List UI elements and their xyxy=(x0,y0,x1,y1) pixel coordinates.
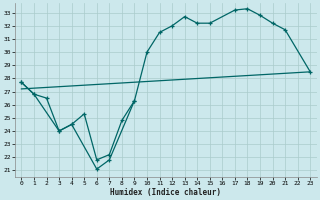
X-axis label: Humidex (Indice chaleur): Humidex (Indice chaleur) xyxy=(110,188,221,197)
